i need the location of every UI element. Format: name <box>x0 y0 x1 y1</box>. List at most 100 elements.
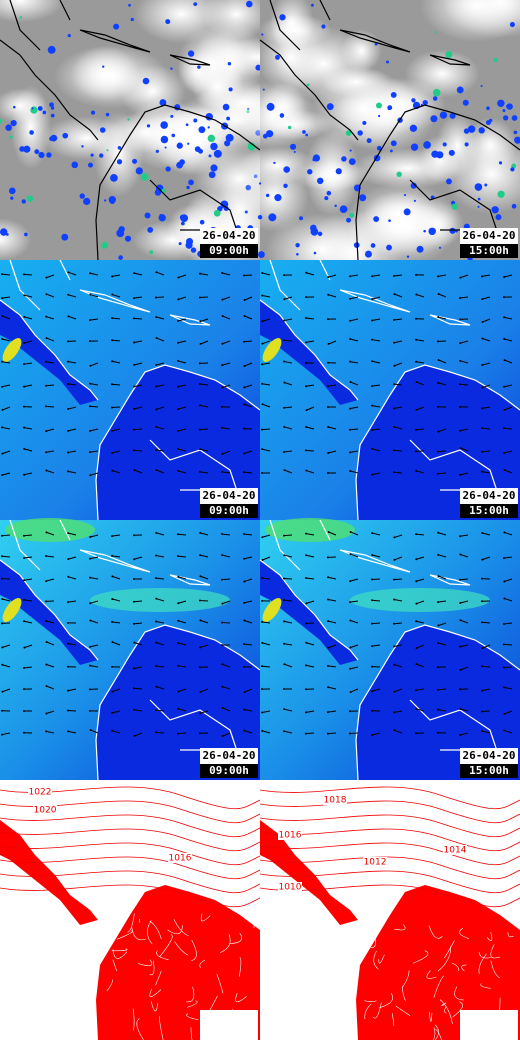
wind-arrow-head <box>133 428 136 431</box>
precip <box>378 114 381 118</box>
wind-arrow-head <box>221 735 224 738</box>
wind-arrow <box>350 318 359 322</box>
wind-arrow <box>482 556 491 561</box>
wind-arrow <box>504 316 513 320</box>
wind-arrow-head <box>481 710 484 713</box>
wind-arrow-head <box>67 665 70 668</box>
wind-arrow-head <box>305 577 308 580</box>
wind-arrow <box>460 732 469 736</box>
wind-arrow <box>200 710 209 714</box>
wind-arrow-head <box>393 645 396 648</box>
wind-arrow-head <box>349 319 352 322</box>
precip <box>449 112 456 119</box>
wind-arrow-head <box>349 530 352 533</box>
wind-arrow-head <box>327 664 330 667</box>
precip <box>464 142 469 147</box>
wind-arrow <box>244 362 253 367</box>
wind-arrow-head <box>1 555 4 558</box>
wind-arrow <box>134 469 143 474</box>
wind-arrow-head <box>481 337 484 340</box>
wind-arrow <box>200 404 209 408</box>
wind-arrow-head <box>481 558 484 561</box>
wind-arrow-head <box>67 408 70 411</box>
wind-arrow-head <box>221 706 224 709</box>
wind-arrow-head <box>283 298 286 301</box>
isobar <box>138 918 141 923</box>
wind-arrow <box>481 450 491 453</box>
wind-arrow-head <box>111 620 114 623</box>
precip <box>146 124 151 128</box>
wind-arrow-head <box>305 732 308 735</box>
wind-arrow <box>416 361 425 364</box>
isobar <box>167 925 183 935</box>
wind-arrow-head <box>133 534 136 537</box>
wind-arrow <box>2 361 11 364</box>
wind-arrow-head <box>503 427 506 430</box>
precip <box>10 196 14 200</box>
wind-arrow <box>328 531 337 536</box>
wind-arrow-head <box>23 598 26 601</box>
wind-arrow-head <box>243 642 246 645</box>
wind-arrow <box>437 450 447 453</box>
precip <box>390 149 393 153</box>
precip <box>341 156 347 162</box>
wind-arrow <box>2 732 11 736</box>
wind-arrow <box>328 576 337 580</box>
wind-arrow-head <box>89 688 92 691</box>
wind-arrow-head <box>177 690 180 693</box>
wind-arrow-head <box>459 553 462 556</box>
wind-arrow-head <box>261 471 263 474</box>
wind-arrow <box>133 622 143 625</box>
wind-arrow-head <box>243 729 246 732</box>
wind-arrow <box>134 384 143 387</box>
precip <box>310 224 317 232</box>
wind-arrow-head <box>89 364 92 367</box>
wind-arrow <box>482 384 491 389</box>
wind-arrow-head <box>371 690 374 693</box>
wind-arrow-head <box>243 452 246 455</box>
wind-arrow <box>350 666 359 670</box>
wind-arrow-head <box>221 663 224 666</box>
wind-arrow <box>178 448 187 452</box>
wind-arrow <box>67 710 77 712</box>
wind-arrow <box>504 729 513 734</box>
precip <box>366 138 372 144</box>
wind-arrow <box>284 643 293 646</box>
wind-arrow <box>24 599 33 602</box>
wind-arrow-head <box>283 534 286 537</box>
precip <box>510 167 515 172</box>
wind-arrow-head <box>221 315 224 318</box>
wind-arrow <box>372 472 381 476</box>
precip <box>170 67 173 70</box>
isobar <box>155 970 162 986</box>
isobar <box>394 924 406 931</box>
wind-arrow-head <box>371 665 374 668</box>
wind-arrow <box>416 294 425 298</box>
wind-arrow <box>156 362 165 366</box>
precip <box>334 204 337 208</box>
wind-arrow-head <box>45 555 48 558</box>
precip <box>262 133 268 139</box>
wind-arrow-head <box>481 321 484 324</box>
precip <box>290 143 297 150</box>
precip <box>339 205 348 214</box>
wind-arrow <box>46 664 55 668</box>
wind-arrow-head <box>111 429 114 432</box>
precip <box>90 110 96 115</box>
precip <box>19 16 23 19</box>
wind-arrow-head <box>155 271 158 274</box>
isobar <box>0 842 261 866</box>
map-panel: 26-04-20 15:00h <box>230 0 520 297</box>
wind-arrow <box>460 472 469 476</box>
isobar <box>131 926 147 941</box>
wind-arrow <box>68 532 77 536</box>
wind-arrow-head <box>503 296 506 299</box>
precip <box>124 235 132 242</box>
isobar <box>441 1002 447 1006</box>
wind-arrow-head <box>481 386 484 389</box>
wind-arrow <box>481 621 491 624</box>
isobar <box>486 931 493 942</box>
wind-arrow-head <box>243 580 246 583</box>
wind-arrow <box>394 598 403 602</box>
time-label: 09:00h <box>209 244 249 257</box>
